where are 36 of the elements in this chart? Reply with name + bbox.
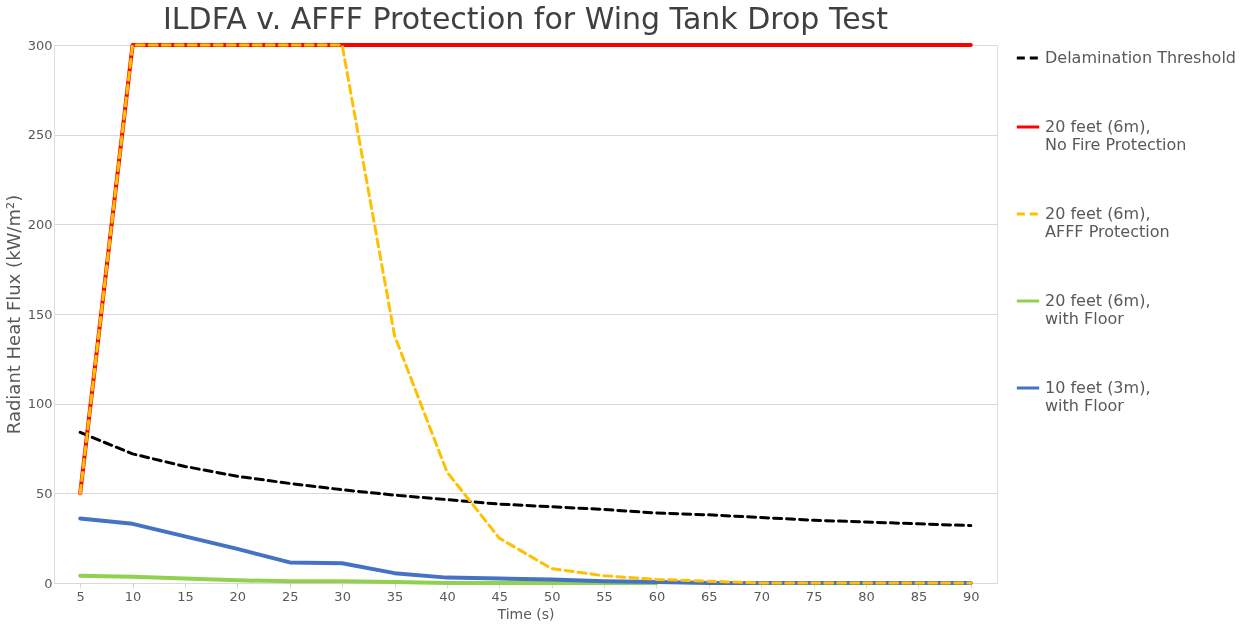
- legend-label: 20 feet (6m), No Fire Protection: [1045, 117, 1187, 154]
- x-tick-label: 30: [334, 588, 351, 604]
- legend-label: Delamination Threshold: [1045, 48, 1236, 67]
- x-tick-label: 25: [281, 588, 299, 604]
- y-tick-label: 50: [35, 485, 53, 501]
- line-series: [78, 430, 973, 528]
- line-series: [78, 573, 659, 585]
- x-tick-label: 90: [963, 588, 980, 604]
- x-tick-label: 75: [805, 588, 823, 604]
- chart-title: ILDFA v. AFFF Protection for Wing Tank Drop Test: [162, 1, 889, 36]
- x-tick-label: 65: [701, 588, 718, 604]
- x-tick-label: 5: [76, 588, 85, 604]
- y-tick-label: 250: [27, 127, 53, 143]
- legend-label: 20 feet (6m), AFFF Protection: [1045, 204, 1170, 241]
- x-tick-label: 50: [543, 588, 561, 604]
- x-tick-label: 85: [910, 588, 928, 604]
- y-tick-label: 150: [27, 306, 53, 322]
- y-tick-label: 100: [27, 396, 53, 412]
- x-tick-label: 60: [648, 588, 666, 604]
- x-axis-title: Time (s): [496, 605, 555, 622]
- y-tick-label: 200: [27, 216, 53, 232]
- y-axis-title: Radiant Heat Flux (kW/m²): [2, 194, 24, 435]
- x-tick-label: 80: [858, 588, 875, 604]
- x-tick-label: 70: [753, 588, 771, 604]
- x-tick-label: 45: [491, 588, 509, 604]
- y-tick-label: 0: [44, 575, 53, 591]
- x-tick-label: 35: [386, 588, 404, 604]
- x-tick-label: 15: [177, 588, 194, 604]
- x-tick-label: 40: [439, 588, 456, 604]
- x-tick-label: 55: [596, 588, 613, 604]
- legend-label: 20 feet (6m), with Floor: [1045, 291, 1151, 328]
- line-series: [78, 43, 973, 585]
- x-tick-label: 20: [229, 588, 247, 604]
- y-tick-label: 300: [27, 37, 53, 53]
- legend-label: 10 feet (3m), with Floor: [1045, 378, 1151, 415]
- x-tick-label: 10: [124, 588, 142, 604]
